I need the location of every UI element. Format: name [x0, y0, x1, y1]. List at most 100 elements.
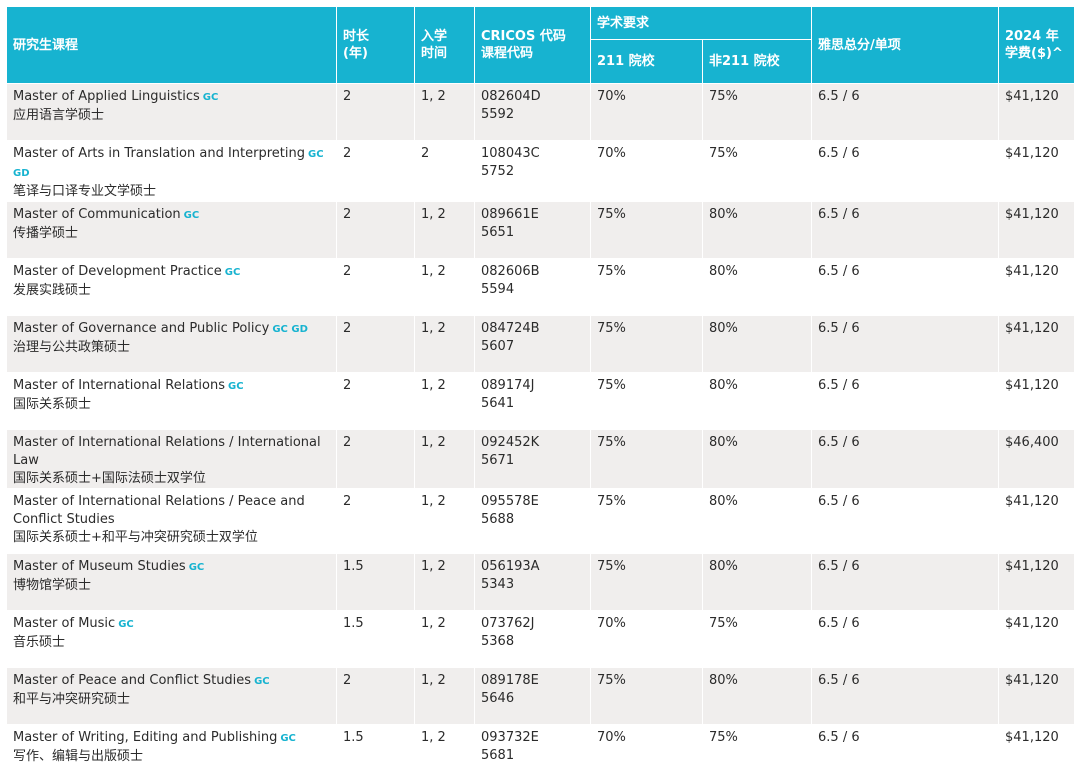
duration-value: 2 — [343, 321, 352, 336]
course-code: 5368 — [481, 634, 515, 649]
ielts-value: 6.5 / 6 — [818, 435, 860, 450]
program-cell: Master of International Relations / Inte… — [6, 429, 337, 489]
ielts-value: 6.5 / 6 — [818, 378, 860, 393]
program-cell: Master of Writing, Editing and Publishin… — [6, 724, 337, 782]
req-211-value: 70% — [597, 616, 626, 631]
req-211-value: 75% — [597, 435, 626, 450]
intake-cell: 1, 2 — [414, 372, 475, 430]
table-row: Master of Music GC 音乐硕士 1.5 1, 2 073762J 5368 7… — [6, 610, 1076, 668]
duration-cell: 1.5 — [336, 553, 415, 611]
intake-cell: 1, 2 — [414, 258, 475, 316]
req-211-value: 75% — [597, 207, 626, 222]
req-211-value: 75% — [597, 494, 626, 509]
req-non211-value: 80% — [709, 673, 738, 688]
program-name-en: Master of International Relations / Inte… — [13, 435, 321, 468]
table-row: Master of International Relations GC 国际关系硕… — [6, 372, 1076, 430]
course-code: 5671 — [481, 453, 515, 468]
program-name-cn: 治理与公共政策硕士 — [13, 340, 131, 355]
program-cell: Master of International Relations / Peac… — [6, 488, 337, 554]
ielts-cell: 6.5 / 6 — [811, 315, 1000, 373]
cricos-code: 095578E — [481, 494, 539, 509]
req-non211-value: 80% — [709, 559, 738, 574]
course-code: 5594 — [481, 282, 515, 297]
req-211-cell: 75% — [590, 667, 703, 725]
intake-value: 1, 2 — [421, 494, 446, 509]
cricos-cell: 093732E 5681 — [474, 724, 591, 782]
fee-cell: $41,120 — [998, 724, 1076, 782]
ielts-cell: 6.5 / 6 — [811, 258, 1000, 316]
table-row: Master of Arts in Translation and Interp… — [6, 140, 1076, 202]
cricos-code: 056193A — [481, 559, 540, 574]
program-name-cn: 应用语言学硕士 — [13, 108, 105, 123]
program-tag: GC GD — [13, 149, 324, 179]
duration-value: 2 — [343, 435, 352, 450]
req-non211-value: 75% — [709, 146, 738, 161]
intake-value: 1, 2 — [421, 730, 446, 745]
duration-value: 2 — [343, 146, 352, 161]
course-code: 5681 — [481, 748, 515, 763]
ielts-value: 6.5 / 6 — [818, 207, 860, 222]
program-name-en: Master of Governance and Public Policy — [13, 321, 270, 336]
req-211-value: 75% — [597, 559, 626, 574]
table-row: Master of Peace and Conflict Studies GC 和平… — [6, 667, 1076, 725]
fee-value: $41,120 — [1005, 559, 1059, 574]
req-non211-value: 75% — [709, 89, 738, 104]
fee-cell: $41,120 — [998, 553, 1076, 611]
program-tag: GC — [280, 733, 296, 744]
intake-cell: 1, 2 — [414, 201, 475, 259]
fee-cell: $46,400 — [998, 429, 1076, 489]
ielts-cell: 6.5 / 6 — [811, 83, 1000, 141]
cricos-cell: 084724B 5607 — [474, 315, 591, 373]
req-211-cell: 75% — [590, 429, 703, 489]
header-academic: 学术要求 — [589, 6, 813, 40]
course-code: 5592 — [481, 107, 515, 122]
duration-value: 2 — [343, 673, 352, 688]
req-non211-cell: 75% — [701, 724, 813, 782]
program-name-en: Master of Music — [13, 616, 116, 631]
cricos-cell: 073762J 5368 — [474, 610, 591, 668]
ielts-cell: 6.5 / 6 — [811, 140, 1000, 202]
program-name-en: Master of Communication — [13, 207, 181, 222]
fee-cell: $41,120 — [998, 258, 1076, 316]
program-tag: GC — [118, 619, 134, 630]
intake-cell: 2 — [414, 140, 475, 202]
ielts-cell: 6.5 / 6 — [811, 724, 1000, 782]
table-row: Master of Writing, Editing and Publishin… — [6, 724, 1076, 782]
table-row: Master of Applied Linguistics GC 应用语言学硕士 2 1… — [6, 83, 1076, 141]
program-cell: Master of Applied Linguistics GC 应用语言学硕士 — [6, 83, 337, 141]
cricos-cell: 082604D 5592 — [474, 83, 591, 141]
req-non211-value: 80% — [709, 207, 738, 222]
intake-value: 1, 2 — [421, 559, 446, 574]
table-row: Master of Museum Studies GC 博物馆学硕士 1.5 1, 2 0… — [6, 553, 1076, 611]
program-name-cn: 国际关系硕士+和平与冲突研究硕士双学位 — [13, 530, 258, 545]
req-211-cell: 70% — [590, 724, 703, 782]
program-name-en: Master of Museum Studies — [13, 559, 186, 574]
header-intake: 入学 时间 — [414, 6, 475, 84]
fee-value: $41,120 — [1005, 494, 1059, 509]
fee-cell: $41,120 — [998, 667, 1076, 725]
program-name-en: Master of International Relations — [13, 378, 225, 393]
duration-cell: 2 — [336, 429, 415, 489]
header-duration: 时长 (年) — [336, 6, 415, 84]
req-non211-value: 80% — [709, 378, 738, 393]
intake-value: 1, 2 — [421, 616, 446, 631]
course-table: 研究生课程 时长 (年) 入学 时间 CRICOS 代码 课程代码 学术要求 雅… — [6, 6, 1076, 782]
req-non211-cell: 80% — [701, 667, 813, 725]
program-tag: GC — [183, 210, 200, 221]
intake-cell: 1, 2 — [414, 83, 475, 141]
ielts-value: 6.5 / 6 — [818, 494, 860, 509]
req-211-value: 70% — [597, 89, 626, 104]
intake-value: 1, 2 — [421, 321, 446, 336]
program-name-cn: 笔译与口译专业文学硕士 — [13, 184, 157, 199]
req-non211-cell: 75% — [701, 610, 813, 668]
req-211-value: 75% — [597, 264, 626, 279]
fee-value: $41,120 — [1005, 616, 1059, 631]
intake-cell: 1, 2 — [414, 488, 475, 554]
req-non211-value: 80% — [709, 435, 738, 450]
fee-value: $41,120 — [1005, 146, 1059, 161]
req-211-value: 75% — [597, 378, 626, 393]
fee-cell: $41,120 — [998, 315, 1076, 373]
header-ielts: 雅思总分/单项 — [811, 6, 1000, 84]
ielts-value: 6.5 / 6 — [818, 559, 860, 574]
req-211-value: 75% — [597, 673, 626, 688]
